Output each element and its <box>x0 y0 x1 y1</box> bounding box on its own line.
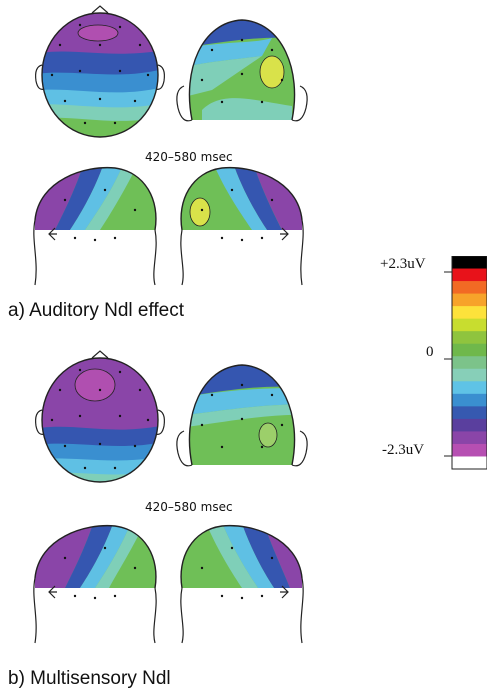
colorbar-legend: +2.3uV 0 -2.3uV <box>380 250 487 480</box>
colorbar-cell <box>452 356 487 370</box>
colorbar-cell <box>452 306 487 320</box>
colorbar-cell <box>452 281 487 295</box>
time-window-label: 420–580 msec <box>145 150 233 164</box>
head-map-back-view <box>176 19 308 122</box>
colorbar-cell <box>452 381 487 395</box>
colorbar-cell <box>452 256 487 270</box>
colorbar-cell <box>452 406 487 420</box>
colorbar-min-label: -2.3uV <box>382 442 425 458</box>
colorbar-mid-label: 0 <box>426 344 434 360</box>
time-window-label: 420–580 msec <box>145 500 233 514</box>
panel-caption: a) Auditory Ndl effect <box>8 300 185 321</box>
colorbar-cell <box>452 368 487 382</box>
head-map-right-view <box>180 524 304 644</box>
head-map-left-view <box>33 524 157 644</box>
colorbar-cell <box>452 431 487 445</box>
colorbar-cell <box>452 393 487 407</box>
panel-multisensory: 420–580 msec b) Multisensory Ndl <box>0 350 330 694</box>
panel-auditory: 420–580 msec a) Auditory Ndl effect <box>0 0 330 345</box>
panel-caption: b) Multisensory Ndl <box>8 668 171 689</box>
colorbar-cell <box>452 318 487 332</box>
colorbar-max-label: +2.3uV <box>380 256 426 272</box>
head-map-back-view <box>176 364 308 467</box>
colorbar-cell <box>452 418 487 432</box>
head-map-right-view <box>180 166 304 286</box>
colorbar-cell <box>452 456 487 470</box>
colorbar-cell <box>452 331 487 345</box>
colorbar-cell <box>452 268 487 282</box>
colorbar-cell <box>452 443 487 457</box>
colorbar-cell <box>452 293 487 307</box>
head-map-left-view <box>33 166 157 286</box>
head-map-top-view <box>35 350 165 483</box>
colorbar-scale <box>444 256 487 470</box>
head-map-top-view <box>35 5 165 138</box>
colorbar-cell <box>452 343 487 357</box>
